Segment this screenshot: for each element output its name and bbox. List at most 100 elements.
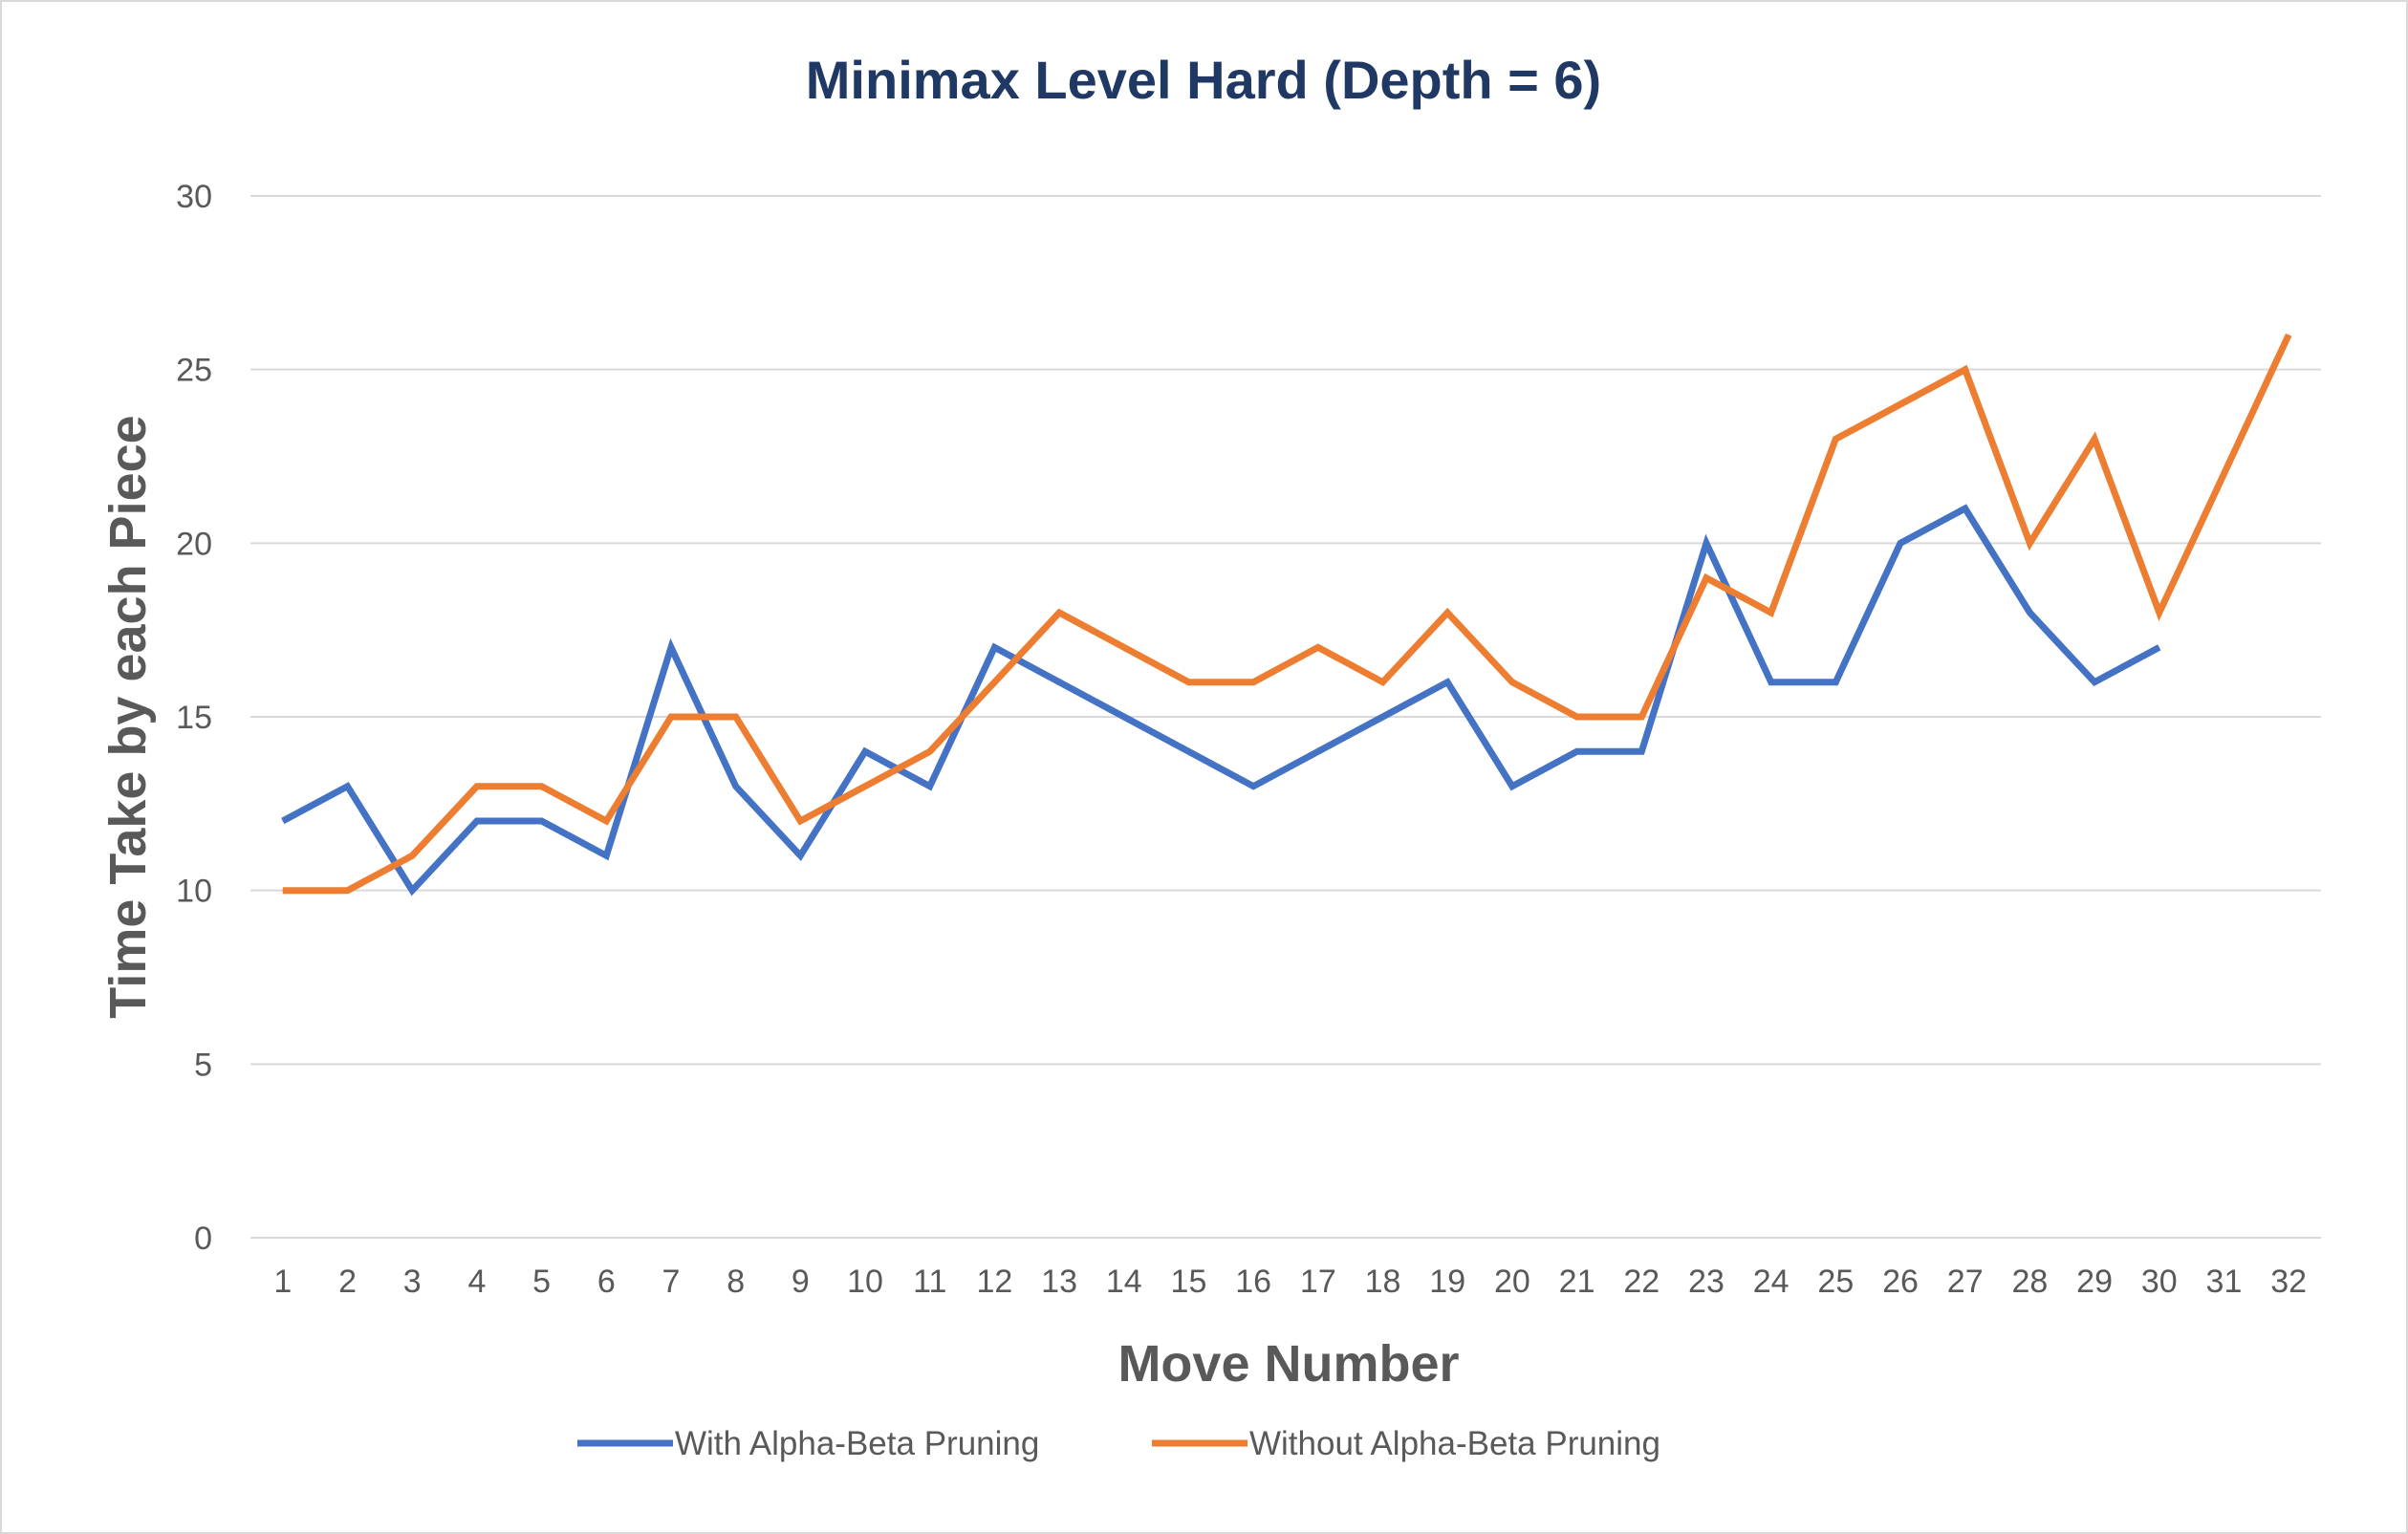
data-point-s1: [670, 646, 672, 648]
data-point-s1: [1964, 508, 1966, 509]
series-line-2: [282, 333, 2292, 895]
x-tick-label: 17: [1300, 1264, 1336, 1300]
data-point-s2: [1123, 646, 1125, 648]
x-tick-label: 8: [727, 1264, 745, 1300]
x-axis-title: Move Number: [1117, 1335, 1459, 1393]
x-tick-label: 14: [1106, 1264, 1142, 1300]
data-point-s1: [993, 646, 995, 648]
x-tick-label: 12: [976, 1264, 1012, 1300]
data-point-s1: [347, 786, 349, 788]
data-point-s2: [1705, 577, 1707, 579]
x-tick-label: 20: [1494, 1264, 1530, 1300]
data-point-s2: [541, 786, 543, 788]
data-point-s1: [2028, 612, 2030, 614]
data-point-s1: [541, 820, 543, 822]
data-point-s2: [1382, 681, 1384, 683]
data-point-s2: [864, 786, 866, 788]
data-point-s1: [1382, 716, 1384, 718]
y-axis-ticks: 0 5 10 15 20 25 30: [176, 179, 212, 1257]
data-point-s1: [1770, 681, 1772, 683]
data-point-s2: [1576, 716, 1578, 718]
data-point-s1: [2093, 681, 2095, 683]
y-tick-label: 15: [176, 700, 212, 736]
y-tick-label: 0: [194, 1221, 212, 1257]
data-point-s2: [1770, 612, 1772, 614]
data-point-s2: [411, 854, 413, 856]
data-point-s2: [670, 716, 672, 718]
data-point-s1: [1058, 681, 1060, 683]
x-tick-label: 6: [597, 1264, 616, 1300]
y-axis-title: Time Take by each Piece: [99, 415, 157, 1018]
x-tick-label: 23: [1688, 1264, 1725, 1300]
x-tick-label: 9: [792, 1264, 810, 1300]
data-point-s2: [347, 890, 349, 892]
data-point-s1: [929, 786, 931, 788]
data-point-s2: [476, 786, 478, 788]
x-tick-label: 16: [1235, 1264, 1271, 1300]
x-tick-label: 19: [1429, 1264, 1465, 1300]
data-point-s1: [1123, 716, 1125, 718]
data-point-s1: [1576, 750, 1578, 752]
chart-title: Minimax Level Hard (Depth = 6): [806, 50, 1601, 110]
x-tick-label: 1: [273, 1264, 292, 1300]
gridlines: [250, 195, 2321, 1239]
data-point-s2: [605, 820, 607, 822]
x-tick-label: 3: [403, 1264, 422, 1300]
x-tick-label: 29: [2076, 1264, 2113, 1300]
x-tick-label: 10: [847, 1264, 883, 1300]
x-tick-label: 5: [532, 1264, 551, 1300]
data-point-s1: [799, 854, 801, 856]
data-point-s2: [1640, 716, 1642, 718]
x-tick-label: 27: [1947, 1264, 1984, 1300]
series-line-1: [281, 504, 2161, 897]
x-tick-label: 31: [2206, 1264, 2243, 1300]
x-tick-label: 2: [338, 1264, 357, 1300]
data-point-s2: [1511, 681, 1513, 683]
x-tick-label: 25: [1817, 1264, 1854, 1300]
data-point-s2: [1964, 369, 1966, 371]
data-point-s1: [864, 750, 866, 752]
data-point-s2: [1834, 438, 1836, 440]
x-tick-label: 18: [1365, 1264, 1401, 1300]
y-tick-label: 25: [176, 353, 212, 389]
data-point-s2: [1252, 681, 1254, 683]
data-point-s2: [735, 716, 737, 718]
data-point-s2: [1317, 646, 1319, 648]
data-point-s1: [411, 890, 413, 892]
x-tick-label: 32: [2270, 1264, 2307, 1300]
data-point-s1: [1317, 750, 1319, 752]
legend-label-1: With Alpha-Beta Pruning: [675, 1425, 1039, 1462]
y-tick-label: 20: [176, 526, 212, 562]
x-tick-label: 22: [1623, 1264, 1660, 1300]
data-point-s2: [1187, 681, 1189, 683]
series-lines: [281, 333, 2292, 897]
y-tick-label: 30: [176, 179, 212, 215]
x-tick-label: 4: [467, 1264, 486, 1300]
data-point-s1: [1511, 786, 1513, 788]
data-point-s2: [993, 681, 995, 683]
data-point-s2: [2093, 438, 2095, 440]
x-tick-label: 21: [1559, 1264, 1595, 1300]
data-point-s2: [282, 890, 284, 892]
y-tick-label: 5: [194, 1047, 212, 1083]
data-point-s2: [799, 820, 801, 822]
data-point-s2: [1446, 612, 1448, 614]
data-point-s1: [1446, 681, 1448, 683]
data-point-s1: [1899, 542, 1901, 544]
legend: With Alpha-Beta Pruning Without Alpha-Bet…: [577, 1425, 1660, 1462]
x-tick-label: 15: [1171, 1264, 1207, 1300]
x-tick-label: 7: [662, 1264, 681, 1300]
data-point-s1: [1187, 750, 1189, 752]
x-axis-ticks: 1 2 3 4 5 6 7 8 9 10 11 12 13 14 15 16 17 18 19 20 21 22 23 24 2…: [273, 1264, 2307, 1300]
data-point-s1: [476, 820, 478, 822]
x-tick-label: 28: [2011, 1264, 2048, 1300]
x-tick-label: 11: [913, 1264, 946, 1300]
x-tick-label: 24: [1753, 1264, 1790, 1300]
data-point-s1: [1640, 750, 1642, 752]
data-point-s1: [1252, 786, 1254, 788]
data-point-s1: [1705, 542, 1707, 544]
data-point-s1: [282, 820, 284, 822]
data-point-s2: [929, 750, 931, 752]
